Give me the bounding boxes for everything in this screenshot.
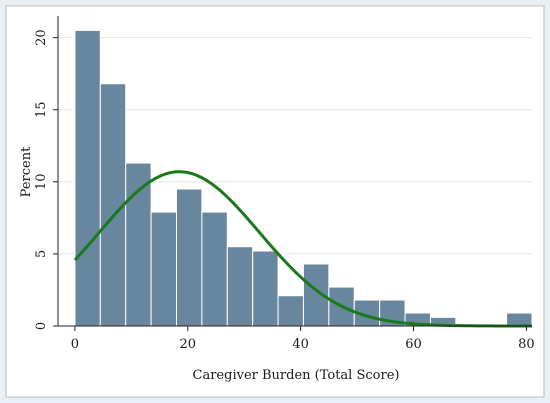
histogram-bar-3 — [125, 162, 152, 327]
x-tick-label-60: 60 — [405, 337, 422, 352]
axes-layer: 0 5 10 15 20 0 20 40 60 80 — [34, 16, 535, 352]
x-tick-label-20: 20 — [180, 337, 197, 352]
histogram-bar-6 — [201, 211, 228, 327]
histogram-bar-5 — [176, 188, 203, 327]
y-tick-label-15: 15 — [34, 101, 49, 118]
y-tick-label-10: 10 — [34, 174, 49, 191]
histogram-bar-4 — [150, 211, 178, 327]
histogram-bar-8 — [252, 250, 279, 327]
histogram-bar-1 — [74, 29, 101, 327]
x-tick-label-0: 0 — [71, 337, 79, 352]
y-tick-label-0: 0 — [34, 322, 49, 330]
y-tick-label-20: 20 — [34, 29, 49, 46]
y-axis-title: Percent — [19, 146, 34, 197]
histogram-bar-7 — [226, 246, 254, 327]
x-axis-title: Caregiver Burden (Total Score) — [193, 368, 400, 383]
histogram-bar-9 — [277, 295, 304, 327]
x-tick-label-80: 80 — [518, 337, 535, 352]
histogram-bar-16 — [506, 312, 533, 327]
x-tick-label-40: 40 — [292, 337, 309, 352]
y-tick-label-5: 5 — [34, 250, 49, 258]
